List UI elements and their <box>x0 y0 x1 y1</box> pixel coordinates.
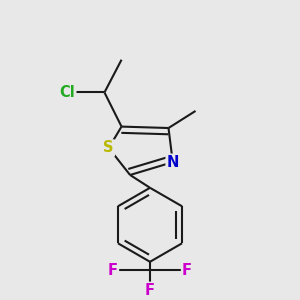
Text: S: S <box>103 140 114 155</box>
Text: Cl: Cl <box>60 85 75 100</box>
Text: N: N <box>167 155 179 170</box>
Text: F: F <box>108 263 118 278</box>
Text: F: F <box>182 263 192 278</box>
Text: F: F <box>145 283 155 298</box>
